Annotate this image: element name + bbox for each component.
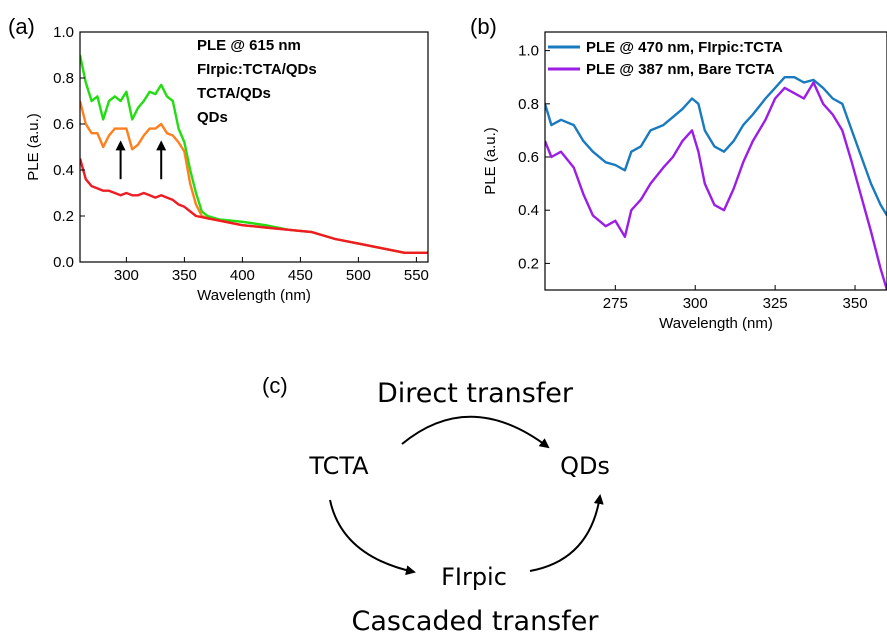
y-axis-title: PLE (a.u.) — [482, 127, 499, 195]
y-tick-label: 0.4 — [53, 162, 74, 179]
y-tick-label: 0.4 — [518, 202, 539, 219]
x-tick-label: 450 — [288, 267, 313, 284]
energy-transfer-diagram: Direct transfer TCTA QDs FIrpic Cascaded… — [308, 378, 610, 637]
y-tick-label: 0.8 — [53, 70, 74, 87]
x-tick-label: 400 — [230, 267, 255, 284]
series-lines — [80, 54, 428, 255]
x-tick-label: 500 — [346, 267, 371, 284]
series-lines — [545, 75, 887, 290]
y-tick-label: 0.6 — [518, 149, 539, 166]
series-line-2 — [545, 81, 887, 290]
x-tick-label: 550 — [404, 267, 429, 284]
series-line-2 — [80, 100, 428, 255]
series-line-1 — [545, 75, 887, 217]
plot-frame — [79, 31, 429, 263]
panel-label-c: (c) — [262, 373, 288, 398]
y-tick-label: 0.2 — [518, 255, 539, 272]
node-firpic: FIrpic — [441, 563, 507, 591]
y-tick-label: 1.0 — [53, 24, 74, 41]
y-tick-label: 1.0 — [518, 43, 539, 60]
plot-frame — [544, 31, 887, 291]
node-tcta: TCTA — [308, 452, 369, 480]
direct-transfer-arrow — [401, 415, 550, 449]
firpic-to-qds-arrow — [529, 494, 604, 572]
y-tick-label: 0.2 — [53, 208, 74, 225]
x-tick-label: 325 — [763, 295, 788, 312]
y-tick-label: 0.8 — [518, 96, 539, 113]
panel-label-a: (a) — [8, 14, 35, 39]
cascaded-transfer-label: Cascaded transfer — [352, 606, 600, 637]
x-tick-label: 350 — [172, 267, 197, 284]
chart-b: 275 300 325 350 0.2 0.4 0.6 0.8 1.0 Wavelength (n… — [482, 31, 887, 332]
x-axis-title: Wavelength (nm) — [659, 315, 773, 332]
chart-a: 300 350 400 450 500 550 0.0 0.2 0.4 0.6 0.8 1.0 Wave… — [25, 24, 429, 304]
y-axis-title: PLE (a.u.) — [25, 113, 42, 181]
x-axis-title: Wavelength (nm) — [197, 287, 311, 304]
x-tick-label: 300 — [683, 295, 708, 312]
legend-label-1: FIrpic:TCTA/QDs — [197, 61, 317, 78]
legend-label-1: PLE @ 470 nm, FIrpic:TCTA — [586, 39, 783, 56]
panel-label-b: (b) — [470, 14, 497, 39]
y-tick-label: 0.0 — [53, 254, 74, 271]
legend-label-3: QDs — [197, 109, 228, 126]
direct-transfer-label: Direct transfer — [377, 378, 574, 409]
legend-label-2: PLE @ 387 nm, Bare TCTA — [586, 61, 775, 78]
series-line-3 — [80, 158, 428, 255]
x-tick-label: 350 — [843, 295, 868, 312]
tcta-to-firpic-arrow — [329, 499, 416, 576]
x-tick-label: 300 — [114, 267, 139, 284]
y-tick-label: 0.6 — [53, 116, 74, 133]
legend-label-2: TCTA/QDs — [197, 85, 271, 102]
legend-title: PLE @ 615 nm — [197, 37, 301, 54]
x-tick-label: 275 — [603, 295, 628, 312]
node-qds: QDs — [560, 452, 610, 480]
